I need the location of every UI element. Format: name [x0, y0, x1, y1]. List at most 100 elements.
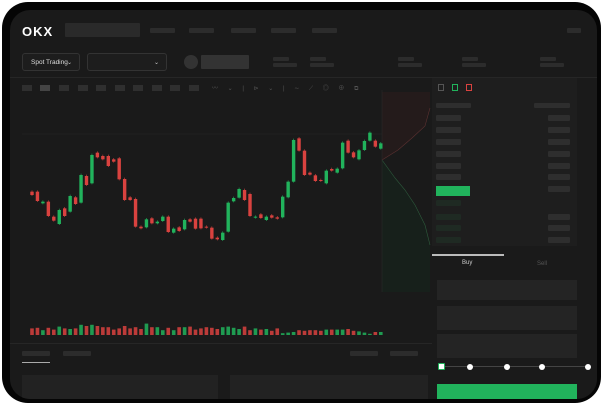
- candle-body: [264, 216, 269, 220]
- volume-bar: [373, 332, 378, 335]
- orderbook-both-icon[interactable]: [438, 84, 444, 91]
- stat-value: [273, 63, 297, 67]
- timeframe-button[interactable]: [115, 85, 125, 91]
- candle-body: [379, 143, 383, 149]
- candlestick-chart[interactable]: [10, 10, 440, 350]
- volume-bar: [324, 329, 329, 335]
- orderbook-bids-icon[interactable]: [452, 84, 458, 91]
- candle-body: [324, 170, 328, 184]
- volume-bar: [30, 328, 34, 335]
- volume-bar: [210, 327, 214, 335]
- stat-label: [462, 57, 478, 61]
- market-type-select[interactable]: Spot Trading ⌄: [22, 53, 80, 71]
- drawing-tools-icons[interactable]: 〰 ⌄ | ⊳ ⌄ | ∼ ⟋ ◎ ⊕ ⧉: [212, 86, 363, 92]
- tab-order-history[interactable]: [63, 351, 91, 356]
- buy-tab-indicator: [432, 254, 504, 256]
- candle-body: [226, 202, 230, 232]
- slider-mark-100[interactable]: [585, 364, 591, 370]
- volume-bar: [117, 328, 121, 335]
- candle-body: [253, 216, 258, 218]
- volume-bar: [73, 328, 78, 335]
- stat-label: [398, 57, 414, 61]
- volume-bar: [79, 324, 83, 335]
- stat-value: [310, 63, 334, 67]
- price-placeholder: [201, 55, 249, 69]
- candle-body: [139, 226, 143, 229]
- timeframe-button[interactable]: [189, 85, 199, 91]
- candle-body: [362, 141, 367, 150]
- filter-button[interactable]: [350, 351, 378, 356]
- last-price-badge: [436, 186, 470, 196]
- nav-item[interactable]: [150, 28, 175, 33]
- candle-body: [90, 155, 94, 184]
- amount-slider-track[interactable]: [440, 366, 590, 367]
- candle-body: [95, 152, 100, 158]
- timeframe-button[interactable]: [96, 85, 106, 91]
- nav-item[interactable]: [312, 28, 337, 33]
- candle-body: [101, 156, 105, 160]
- buy-tab[interactable]: Buy: [462, 260, 473, 266]
- nav-item[interactable]: [189, 28, 214, 33]
- nav-item[interactable]: [567, 28, 581, 33]
- divider: [10, 343, 432, 344]
- bid-price: [436, 214, 461, 220]
- timeframe-button[interactable]: [133, 85, 143, 91]
- timeframe-button[interactable]: [22, 85, 32, 91]
- volume-bar: [368, 333, 372, 335]
- ask-price: [436, 127, 461, 133]
- volume-bar: [111, 329, 116, 335]
- candle-body: [221, 232, 225, 240]
- candle-body: [248, 194, 252, 216]
- search-bar[interactable]: [65, 23, 140, 37]
- volume-bar: [248, 330, 252, 335]
- timeframe-button[interactable]: [170, 85, 180, 91]
- okx-logo: OKX: [22, 24, 54, 39]
- candle-body: [210, 227, 214, 239]
- candle-body: [172, 228, 176, 233]
- timeframe-button[interactable]: [40, 85, 50, 91]
- volume-bar: [242, 326, 247, 335]
- nav-item[interactable]: [271, 28, 296, 33]
- volume-bar: [291, 332, 296, 335]
- slider-handle[interactable]: [438, 363, 445, 370]
- volume-bar: [90, 324, 94, 335]
- volume-bar: [139, 329, 143, 335]
- volume-bar: [150, 327, 154, 335]
- slider-mark-75[interactable]: [539, 364, 545, 370]
- volume-bar: [62, 328, 67, 335]
- chevron-down-icon: ⌄: [66, 60, 72, 66]
- candle-body: [291, 140, 296, 182]
- candle-body: [231, 198, 236, 202]
- timeframe-button[interactable]: [152, 85, 162, 91]
- slider-mark-25[interactable]: [467, 364, 473, 370]
- candle-body: [199, 218, 203, 229]
- candle-body: [52, 216, 56, 221]
- amount-input[interactable]: [437, 306, 577, 330]
- volume-bar: [351, 330, 356, 335]
- volume-bar: [275, 328, 280, 335]
- buy-button[interactable]: [437, 384, 577, 399]
- volume-bar: [204, 327, 209, 335]
- candle-body: [68, 196, 72, 212]
- candle-body: [308, 172, 312, 175]
- filter-button[interactable]: [390, 351, 418, 356]
- total-input[interactable]: [437, 334, 577, 358]
- bid-price: [436, 225, 461, 231]
- timeframe-button[interactable]: [78, 85, 88, 91]
- orderbook-asks-icon[interactable]: [466, 84, 472, 91]
- volume-bar: [182, 327, 187, 335]
- sell-tab[interactable]: Sell: [537, 261, 548, 267]
- tab-open-orders[interactable]: [22, 351, 50, 356]
- timeframe-button[interactable]: [59, 85, 69, 91]
- candle-body: [73, 197, 78, 204]
- volume-bar: [188, 326, 192, 335]
- volume-bar: [231, 327, 236, 335]
- candle-body: [373, 140, 378, 147]
- nav-item[interactable]: [231, 28, 256, 33]
- bid-size: [548, 237, 570, 243]
- candle-body: [177, 227, 181, 231]
- price-input[interactable]: [437, 280, 577, 300]
- pair-select[interactable]: ⌄: [87, 53, 167, 71]
- slider-mark-50[interactable]: [504, 364, 510, 370]
- candle-body: [275, 217, 279, 219]
